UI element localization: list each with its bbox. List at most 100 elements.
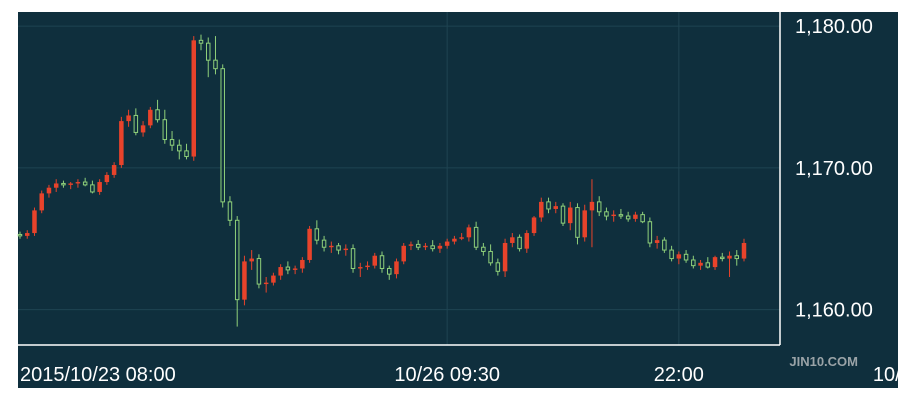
candle-body-up <box>111 165 117 175</box>
candle-body-up <box>53 183 59 188</box>
candle-body-down <box>683 253 689 261</box>
candle-body-up <box>372 255 378 266</box>
candle-body-up <box>140 125 146 133</box>
candle-body-up <box>589 201 595 211</box>
candle-body-up <box>401 245 406 262</box>
candle-body-down <box>430 245 435 250</box>
candle-body-up <box>466 227 472 238</box>
candle-body-up <box>32 210 37 234</box>
candle-body-up <box>553 206 559 209</box>
candle-body-up <box>654 240 660 243</box>
candle-body-down <box>669 249 674 260</box>
candle-body-down <box>256 258 262 285</box>
x-tick-label: 2015/10/23 08:00 <box>20 364 176 386</box>
candle-body-up <box>394 261 399 275</box>
candle-body-up <box>329 245 334 248</box>
watermark-label: JIN10.COM <box>789 354 858 369</box>
y-tick-label: 1,170.00 <box>795 158 873 180</box>
candle-body-up <box>727 255 732 259</box>
candle-body-up <box>358 267 363 269</box>
candle-body-down <box>155 109 160 121</box>
candle-body-down <box>198 39 204 44</box>
candle-body-up <box>633 214 638 219</box>
candle-body-up <box>39 193 44 211</box>
candle-body-up <box>459 237 464 239</box>
candle-body-down <box>133 114 139 133</box>
candle-body-down <box>481 246 486 252</box>
candle-body-down <box>473 226 479 248</box>
candle-body-up <box>567 207 573 224</box>
candle-body-down <box>618 214 624 217</box>
chart-background <box>18 12 898 388</box>
candle-body-down <box>61 182 66 186</box>
candle-body-up <box>437 245 443 249</box>
candle-body-down <box>705 262 711 268</box>
candle-body-down <box>386 267 392 275</box>
candle-body-up <box>408 244 414 246</box>
candle-body-down <box>415 243 421 248</box>
candle-body-down <box>336 245 341 251</box>
candle-body-up <box>524 233 530 249</box>
candle-body-up <box>611 214 616 217</box>
candle-body-up <box>46 187 52 194</box>
candle-body-up <box>539 201 544 218</box>
candle-body-down <box>720 256 725 260</box>
candle-body-down <box>350 248 356 269</box>
candle-body-down <box>82 181 88 186</box>
candle-body-up <box>300 259 305 269</box>
candle-body-up <box>119 121 124 166</box>
candle-body-up <box>307 228 312 260</box>
candle-body-up <box>68 183 73 185</box>
candle-body-down <box>734 255 740 260</box>
candle-body-down <box>691 259 696 267</box>
candle-body-down <box>177 144 182 152</box>
candle-body-up <box>698 262 703 266</box>
candle-body-down <box>220 68 225 203</box>
candle-body-down <box>596 201 602 213</box>
candle-body-down <box>560 205 566 224</box>
candle-body-up <box>423 245 428 248</box>
candle-body-down <box>495 262 501 272</box>
candle-body-up <box>676 254 682 259</box>
candle-body-up <box>271 275 276 283</box>
x-tick-label: 22:00 <box>654 364 704 386</box>
candle-body-down <box>321 239 327 248</box>
candle-body-down <box>647 221 653 244</box>
candle-body-up <box>292 268 298 270</box>
candle-body-up <box>24 233 30 236</box>
candle-body-down <box>575 207 580 238</box>
candle-body-down <box>227 201 233 221</box>
candle-body-down <box>379 255 385 269</box>
candle-body-down <box>205 42 211 61</box>
candle-body-down <box>285 266 291 271</box>
candle-body-up <box>97 182 102 192</box>
candle-body-up <box>148 109 153 126</box>
candle-body-up <box>263 282 269 285</box>
candle-body-down <box>546 201 551 210</box>
candle-body-down <box>314 228 320 241</box>
x-tick-label: 10/27 11:30 <box>873 364 918 386</box>
candle-body-down <box>517 236 522 250</box>
candle-body-down <box>213 59 218 70</box>
candle-body-down <box>488 250 493 264</box>
x-tick-label: 10/26 09:30 <box>394 364 500 386</box>
candle-body-up <box>444 241 450 246</box>
y-tick-label: 1,160.00 <box>795 300 873 322</box>
candle-body-up <box>104 174 110 183</box>
candle-body-up <box>249 258 254 262</box>
candle-body-down <box>234 219 240 301</box>
candle-body-up <box>741 242 747 259</box>
candle-body-down <box>184 150 189 158</box>
candle-body-down <box>169 139 175 146</box>
candle-body-up <box>242 261 247 300</box>
candle-body-up <box>712 257 718 268</box>
candle-body-up <box>343 248 349 251</box>
candle-body-up <box>365 265 370 268</box>
candle-body-up <box>531 217 537 234</box>
candle-body-up <box>452 238 457 242</box>
candle-body-down <box>162 119 168 141</box>
candle-body-down <box>662 239 667 251</box>
candle-body-up <box>191 40 197 157</box>
candle-body-up <box>126 115 131 122</box>
